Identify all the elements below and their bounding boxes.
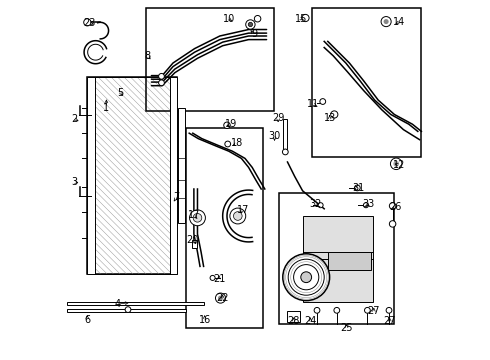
Bar xyxy=(67,309,186,312)
Circle shape xyxy=(254,15,261,22)
Circle shape xyxy=(218,296,223,301)
Text: 16: 16 xyxy=(198,315,211,325)
Circle shape xyxy=(386,307,392,313)
Circle shape xyxy=(230,208,245,224)
Bar xyxy=(170,77,176,274)
Text: 20: 20 xyxy=(187,235,199,246)
Bar xyxy=(67,302,204,305)
Circle shape xyxy=(302,14,309,22)
Bar xyxy=(328,252,371,270)
Text: 14: 14 xyxy=(393,17,405,27)
Circle shape xyxy=(331,111,338,118)
Circle shape xyxy=(210,275,215,280)
Text: 24: 24 xyxy=(304,316,317,326)
Text: 21: 21 xyxy=(213,274,225,284)
Circle shape xyxy=(282,149,288,155)
Circle shape xyxy=(159,73,164,79)
Bar xyxy=(283,119,288,149)
Text: 33: 33 xyxy=(362,199,374,210)
Circle shape xyxy=(334,307,340,313)
Text: 23: 23 xyxy=(83,18,96,28)
Text: 4: 4 xyxy=(114,299,120,309)
Text: 28: 28 xyxy=(288,316,300,326)
Circle shape xyxy=(233,212,242,220)
Circle shape xyxy=(320,99,326,104)
Text: 3: 3 xyxy=(71,177,77,187)
Text: 31: 31 xyxy=(352,183,365,193)
Circle shape xyxy=(364,203,368,208)
Bar xyxy=(178,108,185,223)
Text: 5: 5 xyxy=(118,88,124,98)
Circle shape xyxy=(248,22,252,27)
Circle shape xyxy=(84,19,91,26)
Text: 27: 27 xyxy=(384,316,396,326)
Text: 30: 30 xyxy=(269,131,281,141)
Circle shape xyxy=(390,203,396,209)
Circle shape xyxy=(390,221,396,227)
Text: 19: 19 xyxy=(225,119,238,129)
Circle shape xyxy=(125,307,131,312)
Text: 32: 32 xyxy=(309,199,321,210)
Bar xyxy=(192,240,197,248)
Circle shape xyxy=(224,122,230,129)
Circle shape xyxy=(318,203,323,208)
Circle shape xyxy=(365,307,370,313)
Circle shape xyxy=(384,19,389,24)
Circle shape xyxy=(391,158,402,170)
Text: 6: 6 xyxy=(84,315,90,325)
Circle shape xyxy=(190,210,205,226)
Text: 9: 9 xyxy=(251,29,257,39)
Text: 26: 26 xyxy=(389,202,402,212)
Text: 27: 27 xyxy=(368,306,380,316)
Text: 22: 22 xyxy=(217,293,229,303)
Circle shape xyxy=(216,293,225,303)
Circle shape xyxy=(288,259,324,295)
Bar xyxy=(303,216,373,302)
Text: 29: 29 xyxy=(272,113,284,123)
Bar xyxy=(312,8,421,157)
Text: 12: 12 xyxy=(393,160,405,170)
Bar xyxy=(87,77,176,274)
Bar xyxy=(146,8,274,111)
Circle shape xyxy=(301,272,312,283)
Circle shape xyxy=(314,307,320,313)
Text: 13: 13 xyxy=(323,113,336,123)
Text: 17: 17 xyxy=(237,204,249,215)
Text: 7: 7 xyxy=(173,192,180,202)
Text: 15: 15 xyxy=(294,14,307,24)
Circle shape xyxy=(381,17,391,27)
Circle shape xyxy=(354,185,360,191)
Bar xyxy=(287,311,300,322)
Circle shape xyxy=(283,254,330,301)
Text: 8: 8 xyxy=(144,51,150,61)
Text: 17: 17 xyxy=(188,210,200,220)
Circle shape xyxy=(159,80,164,86)
Bar xyxy=(87,77,95,274)
Circle shape xyxy=(225,141,231,147)
Bar xyxy=(279,193,394,324)
Text: 1: 1 xyxy=(103,103,109,113)
Text: 18: 18 xyxy=(231,138,243,148)
Text: 2: 2 xyxy=(71,114,77,124)
Text: 11: 11 xyxy=(307,99,319,109)
Text: 25: 25 xyxy=(340,323,353,333)
Circle shape xyxy=(245,20,255,29)
Circle shape xyxy=(193,213,202,222)
Circle shape xyxy=(393,161,399,167)
Text: 10: 10 xyxy=(222,14,235,24)
Circle shape xyxy=(294,265,319,290)
Bar xyxy=(186,128,263,328)
